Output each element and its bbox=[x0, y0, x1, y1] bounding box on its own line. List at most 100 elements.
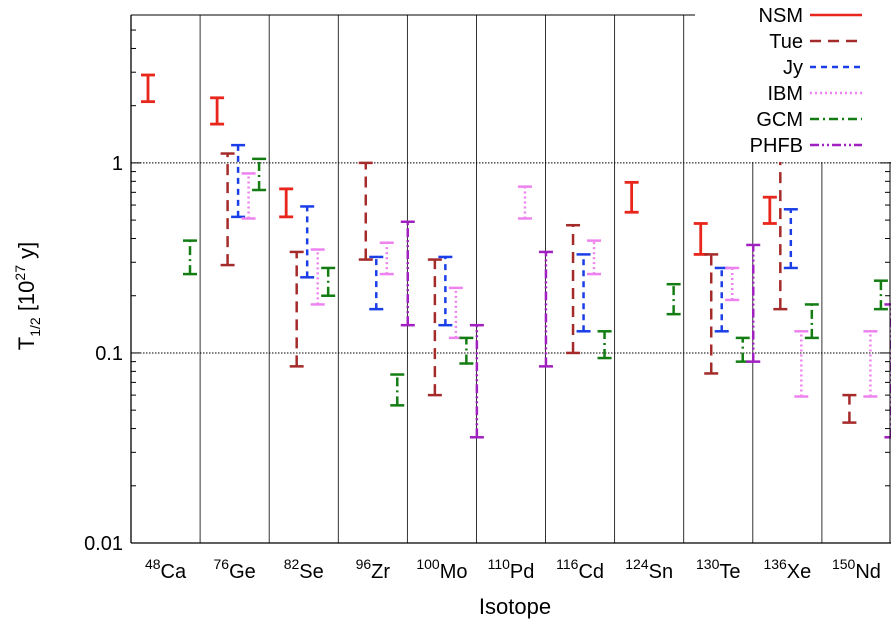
range-bar-tue-zr bbox=[358, 161, 373, 261]
element-symbol: Zr bbox=[371, 561, 390, 583]
x-tick-label-ge: 76Ge bbox=[214, 556, 256, 583]
series-nsm bbox=[141, 73, 777, 256]
range-bar-ibm-cd bbox=[587, 239, 602, 276]
element-symbol: Ca bbox=[161, 561, 187, 583]
range-bar-gcm-mo bbox=[459, 336, 474, 365]
series-ibm bbox=[241, 172, 878, 398]
legend-label-ibm: IBM bbox=[767, 83, 803, 105]
element-symbol: Te bbox=[719, 561, 740, 583]
legend-label-jy: Jy bbox=[783, 57, 803, 79]
series-gcm bbox=[183, 157, 888, 407]
range-bar-nsm-ca bbox=[141, 73, 155, 104]
series-jy bbox=[231, 143, 798, 333]
range-bar-ibm-zr bbox=[379, 241, 394, 276]
range-bar-ibm-te bbox=[725, 266, 740, 302]
range-bar-nsm-sn bbox=[624, 180, 639, 214]
legend-label-phfb: PHFB bbox=[750, 135, 803, 157]
data-ranges bbox=[141, 73, 891, 439]
range-bar-jy-ge bbox=[231, 143, 246, 219]
legend-label-nsm: NSM bbox=[759, 5, 803, 27]
legend-label-gcm: GCM bbox=[756, 109, 803, 131]
range-bar-jy-se bbox=[300, 205, 315, 279]
range-bar-nsm-se bbox=[279, 187, 294, 219]
x-tick-label-se: 82Se bbox=[284, 556, 324, 583]
range-bar-gcm-cd bbox=[597, 330, 612, 360]
range-bar-jy-mo bbox=[438, 255, 453, 327]
element-symbol: Sn bbox=[649, 561, 673, 583]
y-axis-title-sub: 1/2 bbox=[27, 317, 43, 337]
element-symbol: Se bbox=[299, 561, 323, 583]
range-bar-gcm-te bbox=[735, 336, 750, 363]
range-bar-ibm-pd bbox=[517, 185, 532, 220]
range-bar-gcm-sn bbox=[666, 282, 681, 316]
range-bar-gcm-ca bbox=[183, 239, 197, 276]
range-bar-gcm-zr bbox=[390, 373, 405, 407]
element-symbol: Mo bbox=[440, 561, 468, 583]
range-bar-jy-xe bbox=[783, 208, 798, 270]
mass-number: 136 bbox=[763, 556, 787, 572]
mass-number: 116 bbox=[556, 556, 579, 572]
range-bar-phfb-nd bbox=[884, 303, 891, 439]
mass-number: 82 bbox=[284, 556, 300, 572]
range-bar-tue-cd bbox=[566, 223, 581, 355]
series-phfb bbox=[400, 220, 891, 439]
range-bar-tue-se bbox=[289, 250, 304, 368]
plot-frame bbox=[130, 14, 891, 544]
x-tick-label-sn: 124Sn bbox=[625, 556, 673, 583]
mass-number: 150 bbox=[832, 556, 856, 572]
range-bar-gcm-xe bbox=[804, 303, 819, 340]
element-symbol: Cd bbox=[578, 561, 604, 583]
legend: NSM Tue Jy IBM GCM PHFB bbox=[695, 0, 891, 162]
x-axis-title: Isotope bbox=[479, 594, 551, 619]
x-tick-label-xe: 136Xe bbox=[763, 556, 811, 583]
x-tick-labels: 48Ca 76Ge 82Se 96Zr 100Mo 110Pd 116Cd 124Sn 130T… bbox=[145, 556, 881, 583]
legend-background bbox=[695, 0, 891, 162]
x-tick-label-pd: 110Pd bbox=[488, 556, 535, 583]
element-symbol: Xe bbox=[787, 561, 811, 583]
element-symbol: Ge bbox=[229, 561, 256, 583]
range-bar-gcm-ge bbox=[252, 157, 267, 192]
y-tick-label: 0.01 bbox=[84, 533, 123, 555]
range-bar-phfb-pd bbox=[538, 250, 553, 368]
mass-number: 96 bbox=[356, 556, 372, 572]
range-bar-ibm-nd bbox=[863, 330, 878, 398]
range-bar-phfb-te bbox=[746, 243, 761, 363]
legend-label-tue: Tue bbox=[769, 31, 803, 53]
category-separators bbox=[199, 15, 823, 543]
range-bar-nsm-xe bbox=[762, 195, 777, 225]
mass-number: 48 bbox=[145, 556, 161, 572]
range-bar-tue-ge bbox=[220, 152, 235, 267]
range-bar-gcm-se bbox=[321, 266, 336, 297]
range-bar-tue-nd bbox=[842, 393, 857, 424]
y-axis-title-base: T bbox=[14, 337, 39, 350]
y-axis-title-end: y] bbox=[14, 242, 39, 265]
mass-number: 100 bbox=[416, 556, 440, 572]
range-bar-tue-xe bbox=[773, 155, 788, 311]
mass-number: 76 bbox=[214, 556, 230, 572]
range-bar-gcm-nd bbox=[873, 279, 888, 311]
range-bar-tue-te bbox=[704, 253, 719, 375]
grid-lines bbox=[131, 162, 891, 354]
y-axis-title-mid: [10 bbox=[14, 281, 39, 318]
range-bar-phfb-mo bbox=[469, 323, 484, 439]
x-tick-label-mo: 100Mo bbox=[416, 556, 467, 583]
x-tick-label-te: 130Te bbox=[696, 556, 740, 583]
mass-number: 110 bbox=[488, 556, 511, 572]
series-tue bbox=[220, 152, 857, 424]
element-symbol: Nd bbox=[855, 561, 881, 583]
range-bar-tue-mo bbox=[427, 258, 442, 397]
range-bar-ibm-ge bbox=[241, 172, 256, 220]
y-tick-label: 1 bbox=[112, 153, 123, 175]
range-bar-ibm-xe bbox=[794, 330, 809, 398]
range-bar-nsm-ge bbox=[210, 96, 225, 126]
y-axis-title-sup: 27 bbox=[12, 265, 28, 281]
range-bar-nsm-te bbox=[693, 222, 708, 256]
x-tick-label-cd: 116Cd bbox=[556, 556, 604, 583]
range-bar-ibm-mo bbox=[448, 286, 463, 340]
y-tick-label: 0.1 bbox=[95, 343, 123, 365]
x-tick-label-nd: 150Nd bbox=[832, 556, 881, 583]
range-bar-jy-cd bbox=[576, 253, 591, 333]
x-tick-label-zr: 96Zr bbox=[356, 556, 391, 583]
element-symbol: Pd bbox=[510, 561, 534, 583]
